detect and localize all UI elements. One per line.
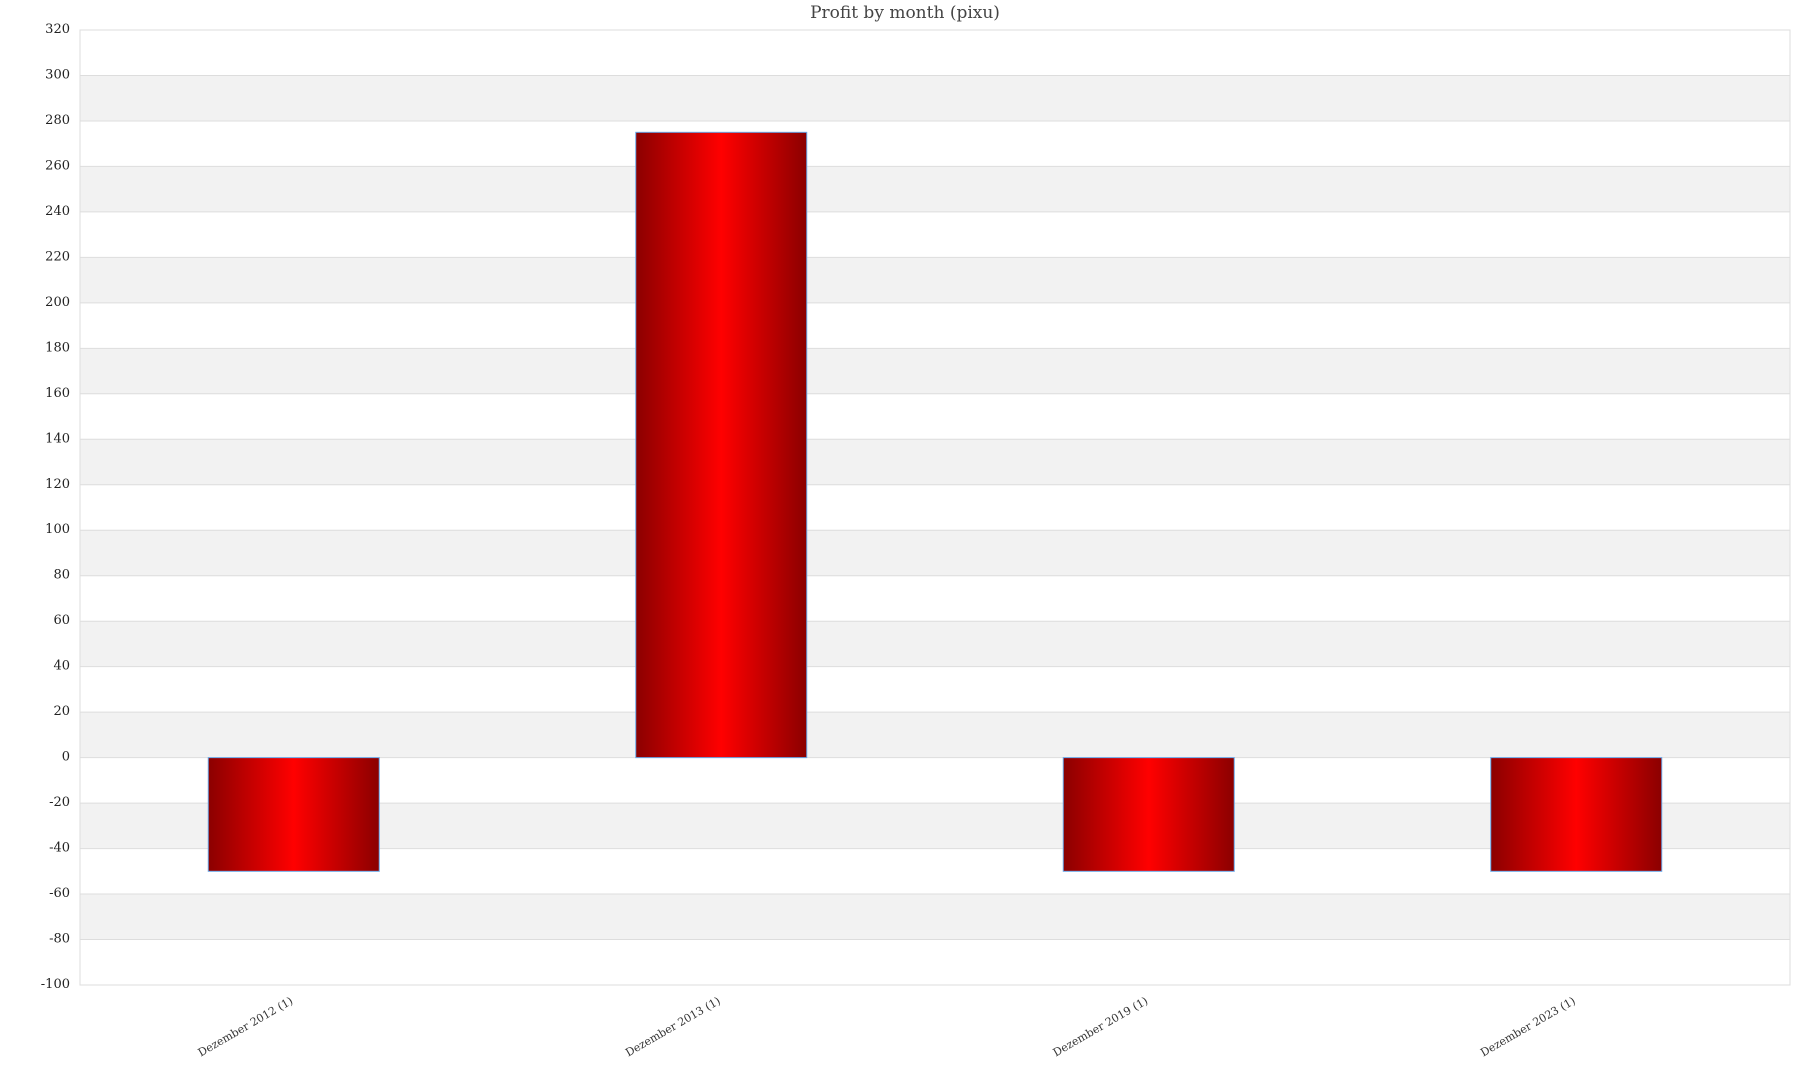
grid-band <box>80 257 1790 303</box>
bar[interactable] <box>1062 757 1235 872</box>
y-tick-label: 40 <box>53 659 70 674</box>
grid-band <box>80 712 1790 758</box>
y-tick-label: 240 <box>45 204 70 219</box>
x-tick-label: Dezember 2019 (1) <box>1051 994 1151 1059</box>
plot-frame <box>79 29 1791 986</box>
y-tick-label: 300 <box>45 67 70 82</box>
y-tick-label: -60 <box>49 886 70 901</box>
y-tick-label: -40 <box>49 841 70 856</box>
x-tick-label: Dezember 2012 (1) <box>196 994 296 1059</box>
y-tick-label: 140 <box>45 431 70 446</box>
grid-band <box>80 621 1790 667</box>
y-tick-label: -100 <box>41 977 70 992</box>
grid-band <box>80 530 1790 576</box>
grid-band <box>80 894 1790 940</box>
grid-band <box>80 939 1790 985</box>
grid-band <box>80 302 1790 349</box>
bar[interactable] <box>207 757 380 872</box>
y-tick-label: 60 <box>53 613 70 628</box>
grid-band <box>80 348 1790 394</box>
grid-band <box>80 166 1790 212</box>
bar[interactable] <box>1490 757 1663 872</box>
grid-band <box>80 75 1790 121</box>
y-tick-label: 280 <box>45 113 70 128</box>
y-tick-label: 180 <box>45 340 70 355</box>
grid-band <box>80 484 1790 531</box>
grid-band <box>80 120 1790 167</box>
y-tick-label: -80 <box>49 932 70 947</box>
y-tick-label: 0 <box>62 750 70 765</box>
grid-band <box>80 211 1790 258</box>
y-tick-label: 320 <box>45 22 70 37</box>
y-tick-label: 220 <box>45 249 70 264</box>
grid-band <box>80 575 1790 622</box>
y-tick-label: 200 <box>45 295 70 310</box>
grid-band <box>80 439 1790 485</box>
y-tick-label: 160 <box>45 386 70 401</box>
bar[interactable] <box>635 131 808 759</box>
chart-title: Profit by month (pixu) <box>810 3 1000 23</box>
y-tick-label: -20 <box>49 795 70 810</box>
grid-band <box>80 666 1790 713</box>
y-tick-label: 20 <box>53 704 70 719</box>
grid-band <box>80 393 1790 440</box>
x-tick-label: Dezember 2023 (1) <box>1478 994 1578 1059</box>
y-tick-label: 100 <box>45 522 70 537</box>
x-tick-label: Dezember 2013 (1) <box>623 994 723 1059</box>
y-tick-label: 260 <box>45 158 70 173</box>
y-tick-label: 80 <box>53 568 70 583</box>
y-tick-label: 120 <box>45 477 70 492</box>
grid-band <box>80 30 1790 76</box>
